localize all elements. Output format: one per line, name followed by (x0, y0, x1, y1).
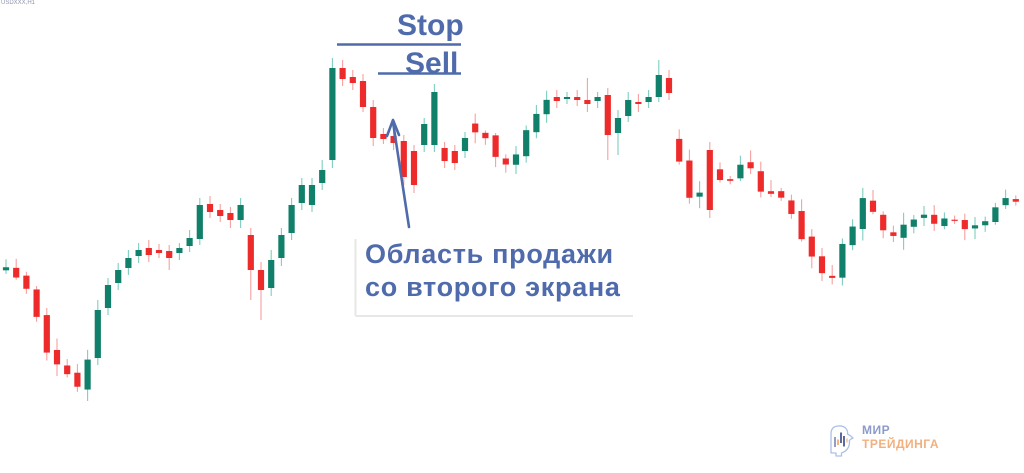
svg-text:ТРЕЙДИНГА: ТРЕЙДИНГА (862, 436, 939, 451)
svg-text:МИР: МИР (862, 423, 890, 437)
